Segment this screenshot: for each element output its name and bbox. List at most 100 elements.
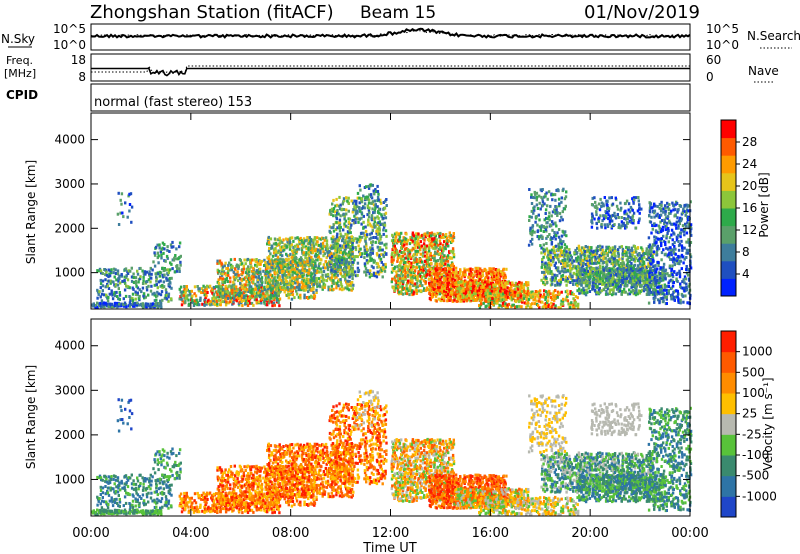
range-gate-cell bbox=[103, 305, 106, 309]
range-gate-cell bbox=[312, 266, 315, 270]
range-gate-cell bbox=[303, 266, 306, 270]
range-gate-cell bbox=[310, 281, 313, 284]
range-gate-cell bbox=[242, 283, 245, 287]
range-gate-cell bbox=[203, 297, 207, 301]
range-gate-cell bbox=[296, 273, 300, 277]
nsearch-label: N.Search bbox=[747, 29, 800, 43]
range-gate-cell bbox=[370, 273, 373, 277]
range-gate-cell bbox=[146, 302, 150, 306]
range-gate-cell bbox=[366, 233, 369, 237]
range-gate-cell bbox=[325, 239, 329, 243]
range-gate-cell bbox=[244, 289, 247, 293]
range-gate-cell bbox=[407, 279, 410, 283]
range-gate-cell bbox=[308, 236, 311, 240]
range-gate-cell bbox=[493, 272, 496, 275]
range-gate-cell bbox=[321, 287, 324, 291]
range-gate-cell bbox=[381, 275, 384, 279]
range-gate-cell bbox=[246, 267, 249, 271]
range-gate-cell bbox=[212, 299, 215, 303]
range-gate-cell bbox=[323, 278, 326, 282]
range-gate-cell bbox=[284, 273, 287, 277]
range-gate-cell bbox=[359, 188, 362, 192]
range-gate-cell bbox=[479, 271, 482, 275]
range-gate-cell bbox=[385, 246, 388, 250]
range-gate-cell bbox=[280, 248, 283, 252]
range-gate-cell bbox=[165, 293, 169, 297]
range-gate-cell bbox=[346, 225, 350, 229]
range-gate-cell bbox=[384, 216, 388, 220]
range-gate-cell bbox=[556, 295, 559, 299]
range-gate-cell bbox=[104, 278, 107, 282]
range-gate-cell bbox=[327, 285, 330, 289]
range-gate-cell bbox=[351, 287, 354, 291]
range-gate-cell bbox=[242, 291, 246, 295]
range-gate-cell bbox=[273, 271, 276, 275]
range-gate-cell bbox=[150, 284, 153, 288]
range-gate-cell bbox=[480, 280, 484, 284]
range-gate-cell bbox=[275, 259, 278, 263]
range-gate-cell bbox=[433, 272, 436, 276]
range-gate-cell bbox=[277, 301, 280, 304]
range-gate-cell bbox=[145, 270, 148, 274]
range-gate-cell bbox=[577, 302, 580, 306]
range-gate-cell bbox=[239, 297, 242, 301]
range-gate-cell bbox=[331, 268, 335, 272]
range-gate-cell bbox=[201, 302, 204, 306]
range-gate-cell bbox=[187, 298, 190, 302]
range-gate-cell bbox=[163, 243, 166, 246]
range-gate-cell bbox=[391, 233, 394, 237]
range-gate-cell bbox=[312, 275, 316, 279]
range-gate-cell bbox=[369, 269, 372, 273]
range-gate-cell bbox=[232, 275, 235, 279]
range-gate-cell bbox=[289, 244, 292, 248]
range-gate-cell bbox=[336, 232, 339, 236]
range-gate-cell bbox=[278, 271, 282, 275]
range-gate-cell bbox=[339, 271, 342, 275]
range-gate-cell bbox=[299, 258, 303, 262]
range-gate-cell bbox=[439, 242, 442, 246]
range-gate-cell bbox=[167, 299, 170, 303]
range-gate-cell bbox=[120, 202, 123, 206]
range-gate-cell bbox=[288, 243, 291, 246]
range-gate-cell bbox=[335, 268, 338, 272]
range-gate-cell bbox=[398, 285, 402, 289]
range-gate-cell bbox=[221, 282, 225, 286]
range-gate-cell bbox=[355, 202, 358, 206]
range-gate-cell bbox=[137, 303, 141, 307]
range-gate-cell bbox=[321, 273, 324, 277]
range-gate-cell bbox=[180, 303, 184, 307]
range-gate-cell bbox=[301, 267, 304, 271]
range-gate-cell bbox=[304, 239, 307, 243]
range-gate-cell bbox=[104, 285, 107, 289]
range-gate-cell bbox=[123, 304, 126, 308]
range-gate-cell bbox=[203, 289, 207, 293]
range-gate-cell bbox=[332, 198, 335, 202]
range-gate-cell bbox=[158, 304, 161, 307]
range-gate-cell bbox=[309, 247, 313, 250]
range-gate-cell bbox=[141, 282, 145, 285]
range-gate-cell bbox=[303, 282, 307, 286]
range-gate-cell bbox=[223, 290, 226, 294]
range-gate-cell bbox=[376, 270, 379, 274]
range-gate-cell bbox=[375, 275, 379, 279]
range-gate-cell bbox=[161, 246, 164, 250]
range-gate-cell bbox=[116, 305, 119, 309]
range-gate-cell bbox=[218, 299, 222, 303]
range-gate-cell bbox=[278, 276, 282, 280]
range-gate-cell bbox=[115, 290, 118, 294]
range-gate-cell bbox=[370, 201, 373, 205]
range-gate-cell bbox=[246, 304, 250, 307]
range-gate-cell bbox=[196, 301, 200, 305]
range-gate-cell bbox=[285, 264, 289, 267]
range-gate-cell bbox=[94, 305, 97, 309]
range-gate-cell bbox=[142, 292, 146, 296]
range-gate-cell bbox=[307, 278, 310, 282]
range-gate-cell bbox=[126, 215, 129, 219]
range-gate-cell bbox=[574, 300, 577, 304]
range-gate-cell bbox=[260, 301, 263, 305]
range-gate-cell bbox=[149, 302, 152, 306]
range-gate-cell bbox=[416, 237, 420, 241]
range-gate-cell bbox=[232, 300, 235, 304]
range-gate-cell bbox=[251, 258, 254, 262]
